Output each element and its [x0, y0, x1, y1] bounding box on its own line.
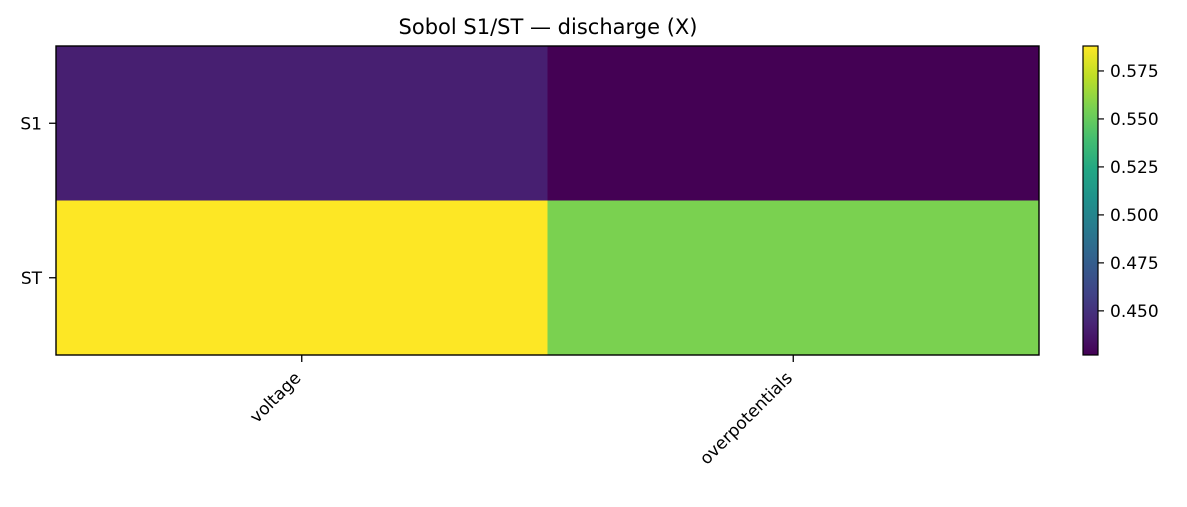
colorbar-tick-label: 0.500 — [1110, 206, 1159, 226]
heatmap-cell-s1-overpotentials — [547, 46, 1040, 201]
heatmap-cells — [56, 46, 1040, 356]
colorbar-tick-label: 0.575 — [1110, 62, 1159, 82]
x-axis: voltage overpotentials — [246, 355, 797, 469]
heatmap-cell-st-overpotentials — [547, 200, 1040, 356]
y-axis: S1 ST — [20, 114, 56, 289]
x-tick-label: overpotentials — [696, 368, 797, 469]
x-tick-label: voltage — [246, 368, 305, 427]
colorbar-tick-label: 0.525 — [1110, 158, 1159, 178]
heatmap-cell-st-voltage — [56, 200, 548, 356]
colorbar-tick-label: 0.475 — [1110, 254, 1159, 274]
colorbar — [1082, 45, 1099, 356]
colorbar-tick-label: 0.550 — [1110, 110, 1159, 130]
plot-frame — [55, 45, 1040, 356]
y-tick-label: S1 — [20, 114, 42, 134]
colorbar-axis: 0.450 0.475 0.500 0.525 0.550 0.575 — [1098, 62, 1159, 322]
y-tick-label: ST — [21, 269, 43, 289]
chart-title: Sobol S1/ST — discharge (X) — [399, 15, 698, 39]
heatmap-cell-s1-voltage — [56, 46, 548, 201]
colorbar-tick-label: 0.450 — [1110, 302, 1159, 322]
